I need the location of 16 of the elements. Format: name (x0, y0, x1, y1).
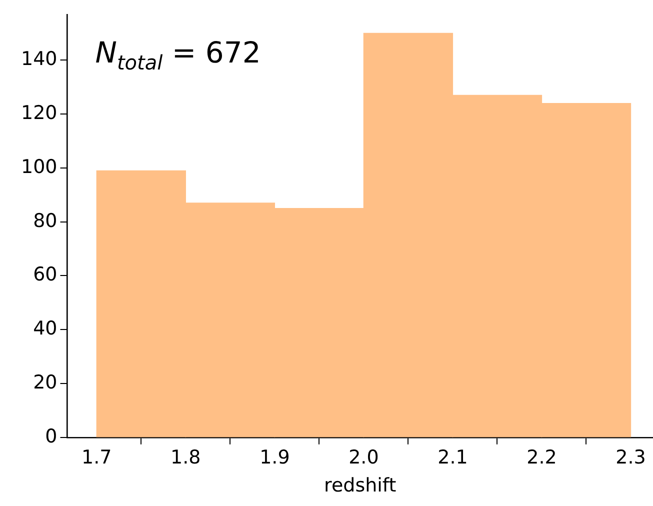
y-tick-label: 100 (21, 156, 58, 178)
x-axis-title: redshift (324, 474, 396, 497)
x-tick-label: 2.2 (526, 446, 557, 469)
y-tick-label: 20 (33, 371, 58, 394)
y-tick-label: 40 (33, 318, 58, 340)
x-tick-label: 1.9 (260, 446, 290, 469)
x-tick-label: 2.3 (616, 446, 646, 469)
x-tick-label: 1.8 (170, 446, 201, 469)
y-tick-label: 80 (33, 210, 58, 232)
x-tick-label: 2.0 (348, 446, 379, 469)
y-tick-label: 120 (21, 102, 58, 124)
x-tick-label: 1.7 (82, 446, 112, 469)
y-tick-label: 60 (33, 264, 58, 286)
y-tick-label: 140 (21, 48, 58, 70)
x-tick-label: 2.1 (438, 446, 468, 469)
y-tick-label: 0 (45, 425, 58, 448)
